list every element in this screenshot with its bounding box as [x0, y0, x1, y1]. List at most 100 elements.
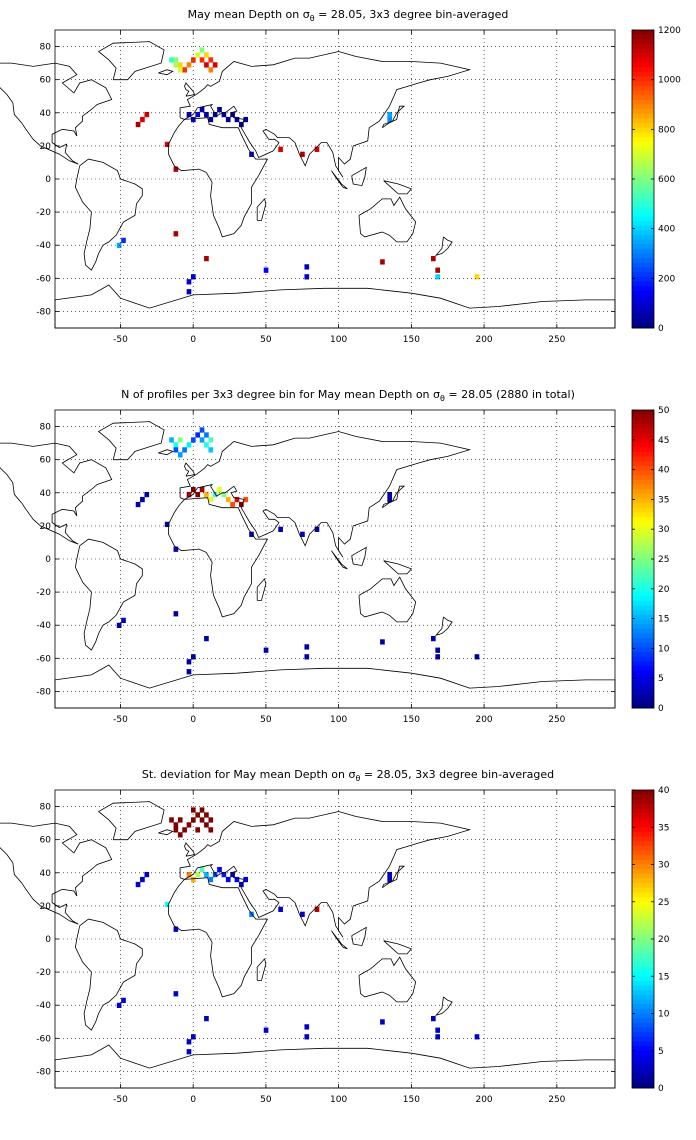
data-bin [380, 639, 385, 645]
colorbar-tick-label: 30 [658, 525, 670, 535]
data-bin [387, 116, 393, 123]
coastline [179, 811, 472, 938]
colorbar-segment [632, 531, 654, 537]
colorbar-segment [632, 1064, 654, 1070]
colorbar-segment [632, 300, 654, 306]
colorbar-segment [632, 461, 654, 467]
y-tick-label: 60 [40, 456, 52, 466]
map-plot: -50 0 50 100 150 200 250806040200-20-40-60-805… [0, 406, 670, 725]
data-bin [474, 1034, 480, 1040]
colorbar-segment [632, 859, 654, 865]
data-bin [225, 116, 231, 123]
data-bin [208, 827, 214, 833]
data-bin [204, 52, 209, 58]
data-bin [121, 997, 126, 1004]
coastline [351, 926, 367, 947]
colorbar-segment [632, 76, 654, 82]
coastline [331, 550, 348, 570]
colorbar-segment [632, 596, 654, 602]
colorbar-segment [632, 479, 654, 485]
data-bin [173, 231, 179, 237]
colorbar-segment [632, 234, 654, 241]
data-bin [243, 116, 249, 123]
colorbar-segment [632, 99, 654, 105]
colorbar-segment [632, 948, 654, 954]
data-bin [169, 57, 174, 63]
colorbar-segment [632, 137, 654, 143]
colorbar-tick-label: 25 [658, 898, 669, 908]
colorbar-segment [632, 1027, 654, 1033]
plot-frame [54, 409, 616, 709]
coastline [74, 538, 143, 651]
colorbar-segment [632, 610, 654, 616]
colorbar-segment [632, 1018, 654, 1024]
x-tick-label: 250 [548, 1095, 565, 1105]
data-bin [164, 141, 170, 148]
x-tick-label: -50 [113, 335, 128, 345]
y-tick-label: -20 [36, 208, 51, 218]
data-bin [208, 447, 214, 453]
colorbar-segment [632, 850, 654, 856]
y-tick-label: 20 [40, 902, 52, 912]
data-bin [278, 906, 283, 912]
data-bin [191, 274, 196, 280]
colorbar-segment [632, 517, 654, 523]
colorbar-segment [632, 85, 654, 92]
colorbar-segment [632, 225, 654, 231]
data-bin [304, 644, 310, 650]
y-tick-label: -60 [36, 654, 51, 664]
colorbar-segment [632, 169, 654, 175]
y-tick-label: -80 [36, 307, 51, 317]
data-bin [431, 635, 436, 642]
data-bin [249, 151, 254, 157]
data-bin [177, 67, 183, 73]
colorbar-segment [632, 952, 654, 959]
data-bin [182, 827, 187, 833]
x-tick-label: 100 [330, 1095, 347, 1105]
colorbar-segment [632, 132, 654, 138]
panel-title: N of profiles per 3x3 degree bin for May… [121, 388, 575, 404]
colorbar-segment [632, 146, 654, 152]
colorbar-segment [632, 929, 654, 935]
data-bin [182, 67, 187, 73]
colorbar-segment [632, 689, 654, 695]
colorbar-tick-label: 5 [658, 1047, 664, 1057]
colorbar-segment [632, 920, 654, 926]
data-bin [173, 926, 179, 932]
data-bin [435, 654, 441, 660]
colorbar-segment [632, 813, 654, 819]
data-bin [199, 486, 205, 493]
coastline [331, 930, 348, 950]
data-bin [435, 647, 441, 653]
data-bin [314, 906, 320, 912]
data-bin [234, 116, 240, 123]
colorbar-segment [632, 493, 654, 499]
data-bin [225, 496, 231, 503]
y-tick-label: -40 [36, 1001, 51, 1011]
data-bin [164, 901, 170, 908]
colorbar-segment [632, 647, 654, 653]
colorbar-segment [632, 258, 654, 264]
colorbar-segment [632, 572, 654, 579]
data-bin [173, 991, 179, 997]
colorbar-segment [632, 286, 654, 292]
data-bin [173, 57, 179, 63]
coastline [97, 41, 165, 81]
colorbar-segment [632, 694, 654, 700]
x-tick-label: 200 [475, 335, 492, 345]
x-tick-label: 50 [260, 715, 272, 725]
data-bin [186, 871, 192, 878]
data-bin [204, 432, 209, 438]
colorbar-segment [632, 53, 654, 59]
colorbar-segment [632, 656, 654, 662]
data-bin [186, 279, 192, 285]
colorbar-segment [632, 652, 654, 658]
coastline [179, 431, 472, 558]
colorbar-segment [632, 155, 654, 161]
colorbar-segment [632, 999, 654, 1005]
data-bin [225, 876, 231, 883]
data-bin [217, 106, 222, 113]
data-bin [199, 817, 205, 823]
colorbar-segment [632, 642, 654, 648]
data-bin [230, 871, 235, 878]
